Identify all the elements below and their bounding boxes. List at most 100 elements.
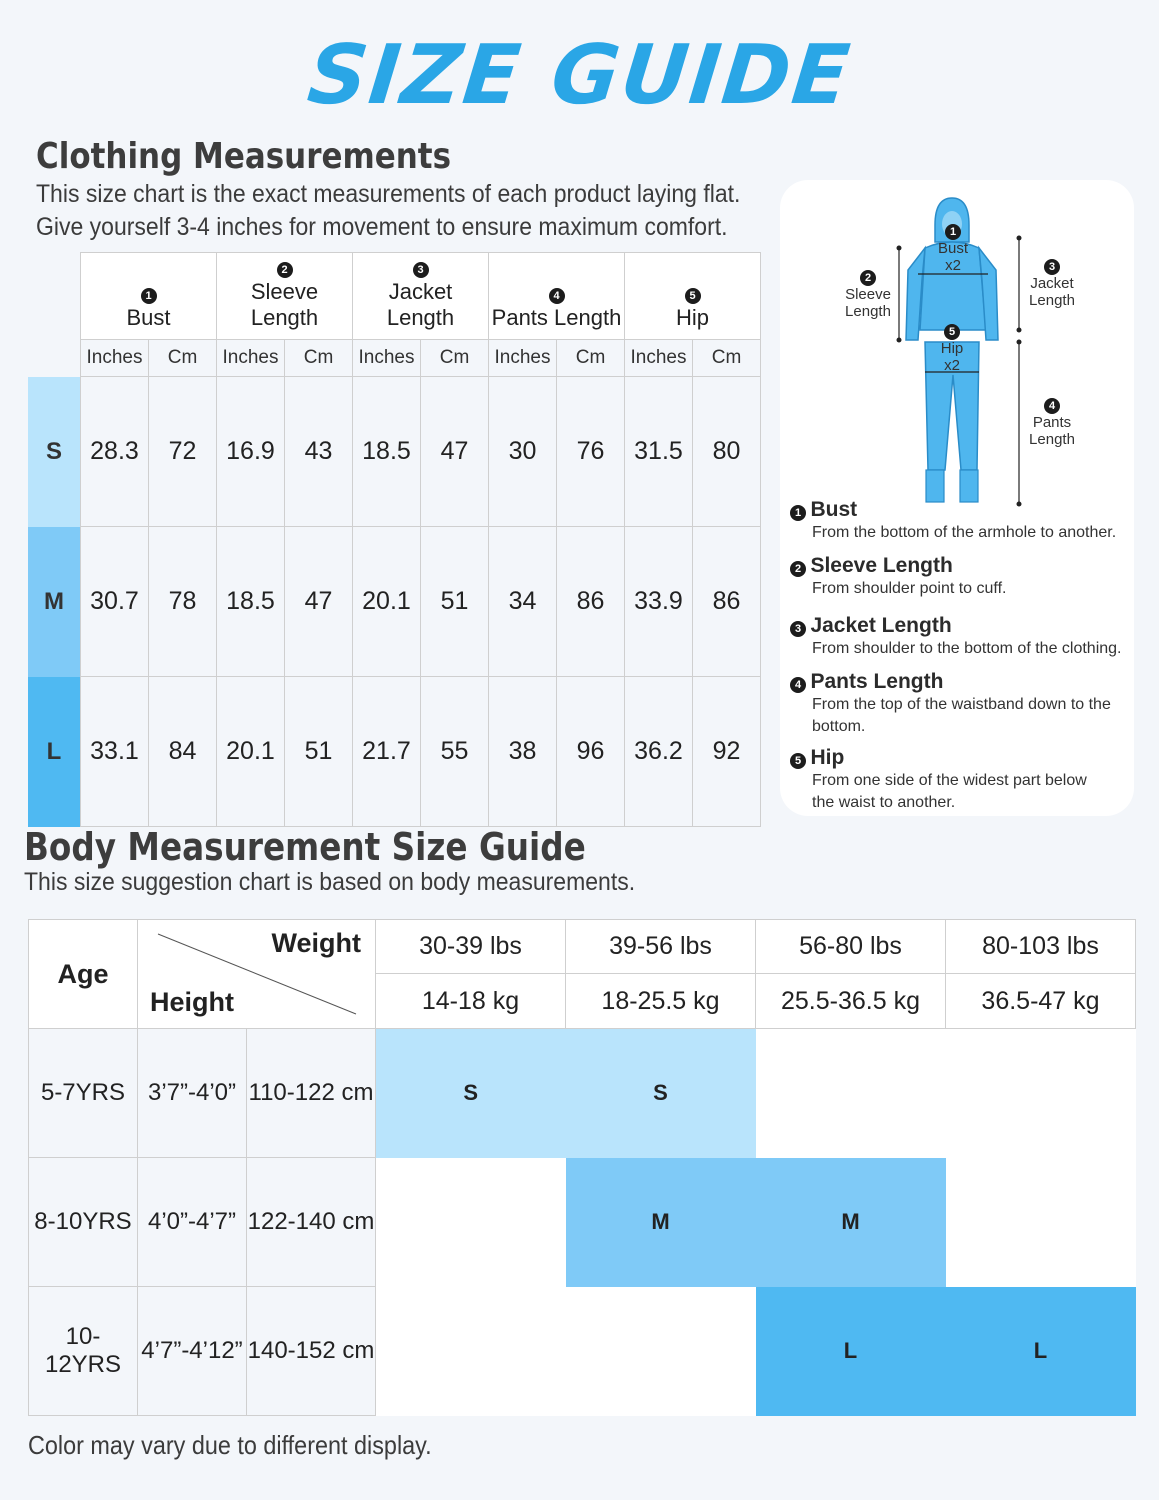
definitions-list: 1 Bust From the bottom of the armhole to… — [790, 498, 1130, 814]
right-cuff — [959, 469, 979, 503]
definition-title: Bust — [810, 498, 858, 521]
number-3-icon: 3 — [1044, 259, 1060, 275]
clothing-measurements-description: This size chart is the exact measurement… — [36, 178, 772, 244]
size-label-m: M — [28, 526, 81, 677]
size-label-s: S — [28, 376, 81, 527]
table-row: 5-7YRS 3’7”-4’0” 110-122 cm S S — [28, 1028, 1136, 1158]
definition-desc: From shoulder to the bottom of the cloth… — [812, 640, 1122, 657]
size-cell — [375, 1286, 566, 1416]
height-ft-cell: 3’7”-4’0” — [137, 1028, 247, 1158]
size-cell: M — [755, 1157, 946, 1287]
body-measurement-description: This size suggestion chart is based on b… — [24, 868, 636, 896]
line-endpoint — [896, 245, 902, 251]
table-row: L 33.1 84 20.1 51 21.7 55 38 96 36.2 92 — [28, 676, 761, 827]
table-row: 10-12YRS 4’7”-4’12” 140-152 cm L L — [28, 1286, 1136, 1416]
line-endpoint — [1016, 235, 1022, 241]
table-cell: 43 — [284, 376, 353, 527]
table-cell: 38 — [488, 676, 557, 827]
description-line-2: Give yourself 3-4 inches for movement to… — [36, 213, 728, 241]
right-sleeve — [978, 245, 999, 341]
table-cell: 30 — [488, 376, 557, 527]
sleeve-diagram-label: 2 Sleeve Length — [845, 270, 891, 320]
number-5-icon: 5 — [684, 288, 701, 304]
size-cell: M — [565, 1157, 756, 1287]
divider-line — [157, 933, 357, 1015]
age-header: Age — [28, 919, 138, 1029]
left-sleeve — [905, 245, 926, 341]
unit-cm: Cm — [556, 339, 625, 377]
description-line-1: This size chart is the exact measurement… — [36, 180, 741, 208]
weight-height-header: Weight Height — [137, 919, 376, 1029]
table-row: 8-10YRS 4’0”-4’7” 122-140 cm M M — [28, 1157, 1136, 1287]
body-measurement-title: Body Measurement Size Guide — [24, 825, 586, 869]
number-4-icon: 4 — [790, 677, 806, 693]
unit-inches: Inches — [216, 339, 285, 377]
table-cell: 20.1 — [352, 526, 421, 677]
weight-kg-col: 36.5-47 kg — [945, 973, 1136, 1029]
table-cell: 28.3 — [80, 376, 149, 527]
table-cell: 36.2 — [624, 676, 693, 827]
age-cell: 5-7YRS — [28, 1028, 138, 1158]
measurement-diagram-card: 1 Bust x2 5 Hip x2 2 Sleeve Length 3 Jac… — [780, 180, 1134, 816]
weight-kg-col: 14-18 kg — [375, 973, 566, 1029]
definition-title: Hip — [810, 746, 845, 769]
unit-inches: Inches — [488, 339, 557, 377]
table-cell: 30.7 — [80, 526, 149, 677]
size-cell — [755, 1028, 946, 1158]
corner-blank — [28, 253, 81, 377]
definition-title: Sleeve Length — [810, 554, 953, 577]
diagonal-divider — [157, 933, 357, 1015]
number-2-icon: 2 — [276, 262, 293, 278]
table-cell: 86 — [692, 526, 761, 677]
weight-label: Weight — [271, 928, 362, 958]
jacket-diagram-label: 3 Jacket Length — [1029, 259, 1075, 309]
table-cell: 33.9 — [624, 526, 693, 677]
number-5-icon: 5 — [790, 753, 806, 769]
definition-item: 4 Pants Length From the top of the waist… — [790, 670, 1130, 746]
size-cell: L — [945, 1286, 1136, 1416]
size-cell — [945, 1157, 1136, 1287]
body-measurement-table: Age Weight Height 30-39 lbs 39-56 lbs 56… — [28, 919, 1136, 1416]
definition-desc: From the top of the waistband down to th… — [812, 696, 1111, 735]
col-header-hip: 5 Hip — [624, 252, 761, 340]
unit-inches: Inches — [80, 339, 149, 377]
number-4-icon: 4 — [1044, 398, 1060, 414]
size-cell — [565, 1286, 756, 1416]
number-1-icon: 1 — [945, 224, 961, 240]
table-cell: 18.5 — [352, 376, 421, 527]
unit-cm: Cm — [420, 339, 489, 377]
definition-title: Pants Length — [810, 670, 944, 693]
age-cell: 8-10YRS — [28, 1157, 138, 1287]
table-cell: 16.9 — [216, 376, 285, 527]
col-label: Pants Length — [491, 305, 622, 330]
height-cm-cell: 140-152 cm — [246, 1286, 376, 1416]
height-cm-cell: 110-122 cm — [246, 1028, 376, 1158]
table-cell: 20.1 — [216, 676, 285, 827]
unit-inches: Inches — [352, 339, 421, 377]
page-title: SIZE GUIDE — [303, 28, 856, 123]
table-cell: 47 — [284, 526, 353, 677]
clothing-measurements-title: Clothing Measurements — [36, 136, 452, 177]
footer-note: Color may vary due to different display. — [28, 1430, 432, 1460]
size-cell — [945, 1028, 1136, 1158]
col-label: Jacket Length — [386, 279, 455, 330]
col-header-jacket: 3 Jacket Length — [352, 252, 489, 340]
number-1-icon: 1 — [790, 505, 806, 521]
size-label-l: L — [28, 676, 81, 827]
definition-item: 1 Bust From the bottom of the armhole to… — [790, 498, 1130, 554]
table-cell: 55 — [420, 676, 489, 827]
number-5-icon: 5 — [944, 324, 960, 340]
definition-desc: From shoulder point to cuff. — [812, 580, 1007, 597]
weight-lbs-col: 56-80 lbs — [755, 919, 946, 974]
table-cell: 51 — [420, 526, 489, 677]
weight-kg-col: 18-25.5 kg — [565, 973, 756, 1029]
definition-item: 2 Sleeve Length From shoulder point to c… — [790, 554, 1130, 614]
col-label: Sleeve Length — [250, 279, 319, 330]
table-cell: 84 — [148, 676, 217, 827]
col-header-bust: 1 Bust — [80, 252, 217, 340]
height-ft-cell: 4’0”-4’7” — [137, 1157, 247, 1287]
col-header-sleeve: 2 Sleeve Length — [216, 252, 353, 340]
table-cell: 72 — [148, 376, 217, 527]
table-cell: 33.1 — [80, 676, 149, 827]
table-cell: 78 — [148, 526, 217, 677]
